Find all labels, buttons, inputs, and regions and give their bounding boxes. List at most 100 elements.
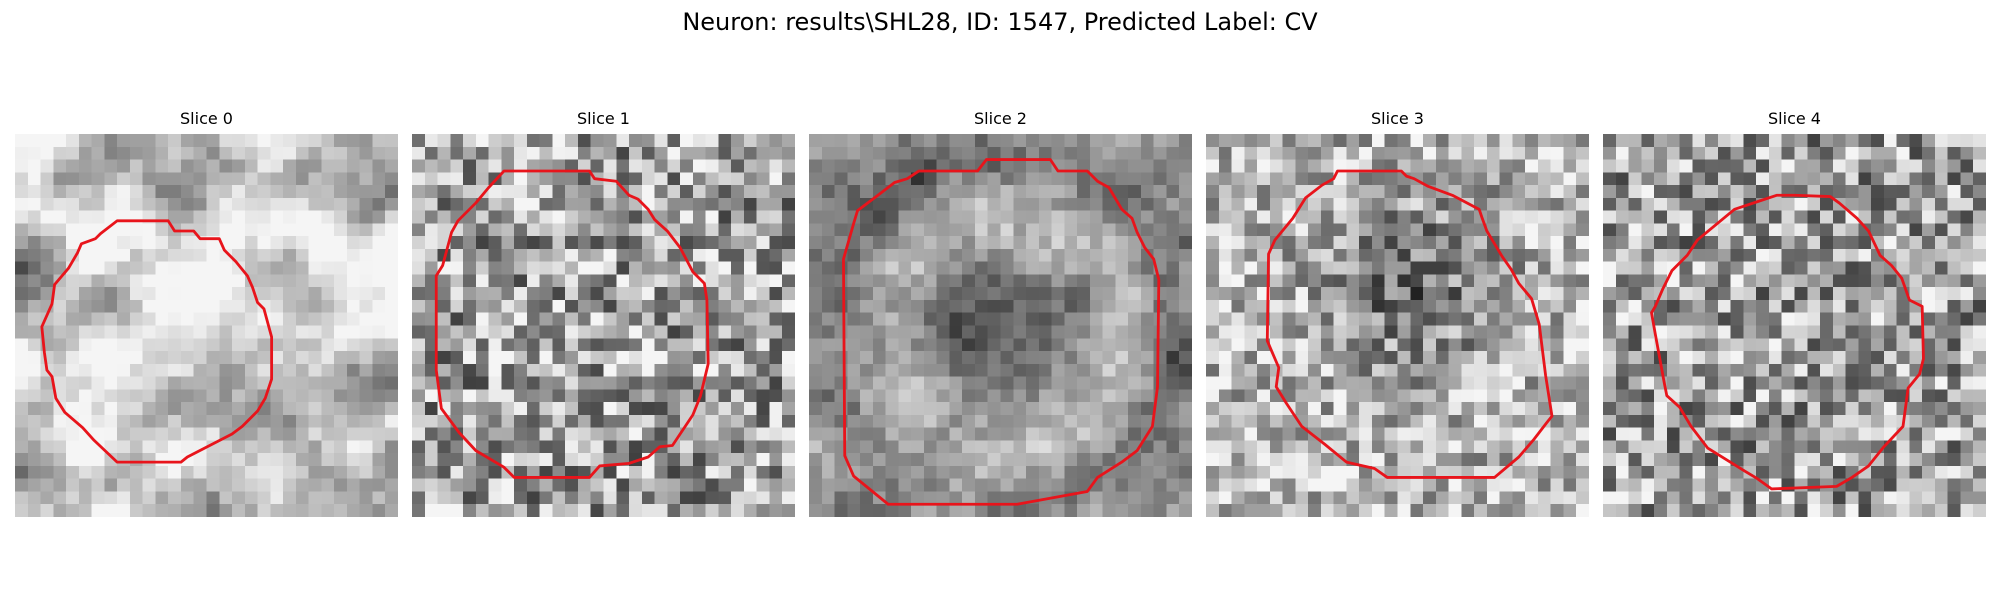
image-pixel bbox=[1832, 172, 1846, 186]
image-pixel bbox=[1089, 312, 1103, 326]
image-pixel bbox=[692, 248, 706, 262]
image-pixel bbox=[168, 197, 182, 211]
image-pixel bbox=[295, 223, 309, 237]
image-pixel bbox=[1282, 159, 1296, 173]
image-pixel bbox=[346, 402, 360, 416]
image-pixel bbox=[385, 299, 398, 313]
image-pixel bbox=[1115, 351, 1129, 365]
image-pixel bbox=[718, 159, 732, 173]
image-pixel bbox=[705, 414, 719, 428]
image-pixel bbox=[1435, 134, 1449, 148]
image-pixel bbox=[488, 465, 502, 479]
image-pixel bbox=[1615, 402, 1629, 416]
image-pixel bbox=[974, 478, 988, 492]
image-pixel bbox=[1909, 185, 1923, 199]
image-pixel bbox=[1051, 351, 1065, 365]
image-pixel bbox=[1282, 172, 1296, 186]
image-pixel bbox=[1320, 389, 1334, 403]
image-pixel bbox=[1384, 351, 1398, 365]
image-pixel bbox=[1461, 414, 1475, 428]
image-pixel bbox=[769, 287, 783, 301]
image-pixel bbox=[1615, 491, 1629, 505]
image-pixel bbox=[1499, 287, 1513, 301]
image-pixel bbox=[1858, 363, 1872, 377]
image-pixel bbox=[270, 134, 284, 148]
image-pixel bbox=[1179, 453, 1192, 467]
image-pixel bbox=[629, 504, 643, 517]
image-pixel bbox=[1257, 440, 1271, 454]
image-pixel bbox=[1781, 312, 1795, 326]
image-pixel bbox=[1781, 274, 1795, 288]
image-pixel bbox=[1603, 351, 1617, 365]
image-pixel bbox=[412, 134, 426, 148]
image-pixel bbox=[911, 453, 925, 467]
image-pixel bbox=[1333, 414, 1347, 428]
image-pixel bbox=[1257, 146, 1271, 160]
image-pixel bbox=[1064, 376, 1078, 390]
image-pixel bbox=[1743, 389, 1757, 403]
image-pixel bbox=[616, 197, 630, 211]
image-pixel bbox=[53, 414, 67, 428]
image-pixel bbox=[1845, 427, 1859, 441]
image-pixel bbox=[1359, 159, 1373, 173]
image-pixel bbox=[66, 312, 80, 326]
image-pixel bbox=[1947, 274, 1961, 288]
image-pixel bbox=[1231, 159, 1245, 173]
image-pixel bbox=[1423, 159, 1437, 173]
image-pixel bbox=[1474, 185, 1488, 199]
image-pixel bbox=[1934, 504, 1948, 517]
image-pixel bbox=[450, 363, 464, 377]
image-pixel bbox=[1871, 146, 1885, 160]
image-pixel bbox=[308, 312, 322, 326]
image-pixel bbox=[552, 236, 566, 250]
image-pixel bbox=[1359, 402, 1373, 416]
image-pixel bbox=[539, 325, 553, 339]
image-pixel bbox=[168, 146, 182, 160]
image-pixel bbox=[1320, 236, 1334, 250]
image-pixel bbox=[104, 274, 118, 288]
image-pixel bbox=[1089, 351, 1103, 365]
image-pixel bbox=[91, 299, 105, 313]
image-pixel bbox=[1320, 491, 1334, 505]
image-pixel bbox=[539, 274, 553, 288]
image-pixel bbox=[616, 312, 630, 326]
image-pixel bbox=[1820, 274, 1834, 288]
image-pixel bbox=[718, 236, 732, 250]
image-pixel bbox=[680, 453, 694, 467]
image-pixel bbox=[1550, 325, 1564, 339]
image-pixel bbox=[15, 491, 29, 505]
image-pixel bbox=[1512, 210, 1526, 224]
image-pixel bbox=[437, 312, 451, 326]
image-pixel bbox=[1550, 504, 1564, 517]
image-pixel bbox=[1346, 248, 1360, 262]
image-pixel bbox=[1807, 223, 1821, 237]
image-pixel bbox=[104, 478, 118, 492]
image-pixel bbox=[1730, 134, 1744, 148]
image-pixel bbox=[603, 427, 617, 441]
image-pixel bbox=[1922, 172, 1936, 186]
image-pixel bbox=[539, 261, 553, 275]
image-pixel bbox=[1550, 210, 1564, 224]
image-pixel bbox=[1461, 236, 1475, 250]
image-pixel bbox=[1756, 491, 1770, 505]
image-pixel bbox=[1218, 491, 1232, 505]
image-pixel bbox=[743, 453, 757, 467]
image-pixel bbox=[809, 453, 823, 467]
image-pixel bbox=[1768, 491, 1782, 505]
image-pixel bbox=[308, 197, 322, 211]
image-pixel bbox=[1692, 440, 1706, 454]
image-pixel bbox=[898, 453, 912, 467]
image-pixel bbox=[1206, 312, 1220, 326]
image-pixel bbox=[475, 491, 489, 505]
image-pixel bbox=[1537, 287, 1551, 301]
image-pixel bbox=[193, 389, 207, 403]
image-pixel bbox=[1679, 299, 1693, 313]
image-pixel bbox=[1397, 287, 1411, 301]
image-pixel bbox=[78, 478, 92, 492]
image-pixel bbox=[565, 274, 579, 288]
image-pixel bbox=[1423, 440, 1437, 454]
image-pixel bbox=[1000, 440, 1014, 454]
image-pixel bbox=[424, 465, 438, 479]
image-pixel bbox=[270, 236, 284, 250]
image-pixel bbox=[1666, 440, 1680, 454]
